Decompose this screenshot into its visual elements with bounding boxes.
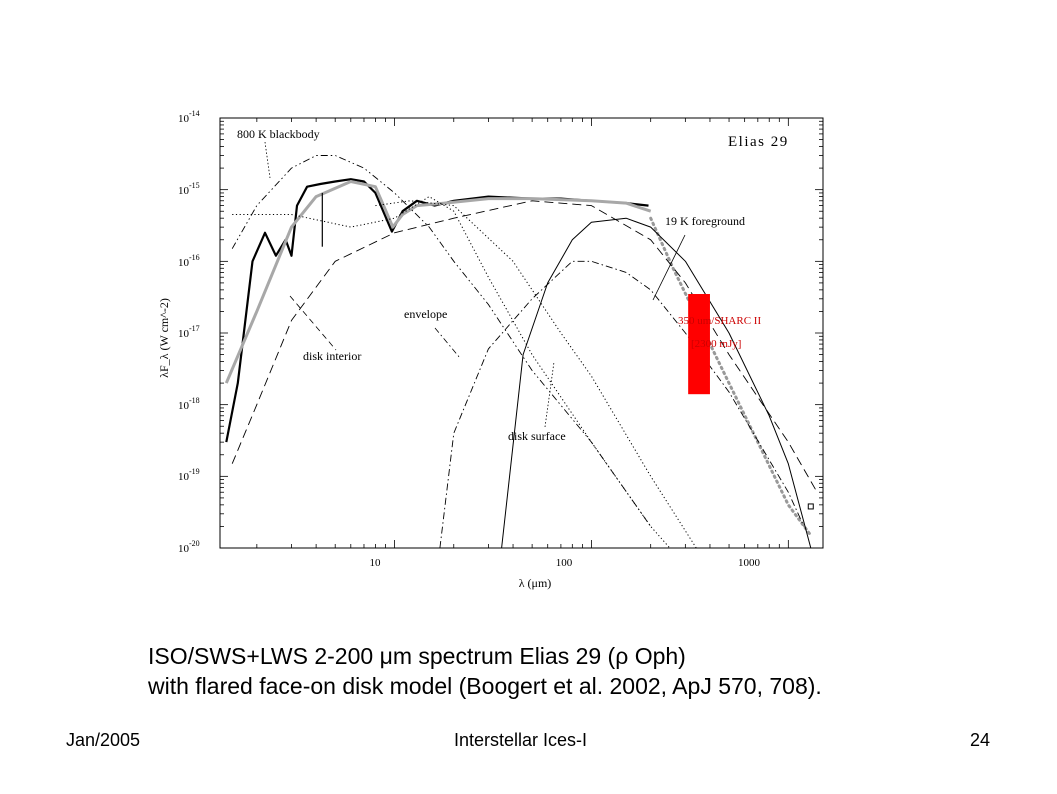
y-tick-1e-16: 10-16	[178, 253, 200, 269]
leader-800k	[264, 141, 271, 179]
footer-page-number: 24	[970, 730, 991, 750]
chart-title: Elias 29	[728, 134, 789, 150]
sharc-350um-bar	[688, 294, 710, 395]
y-tick-1e-15: 10-15	[178, 181, 200, 197]
y-tick-1e-18: 10-18	[178, 396, 200, 412]
annotation-leaders	[264, 141, 686, 428]
footer-title: Interstellar Ices-I	[454, 730, 588, 750]
axis-ticks	[220, 117, 823, 549]
annotation-sharc: 350 um/SHARC II	[678, 315, 761, 327]
annotation-19k-foreground: 19 K foreground	[665, 214, 745, 228]
y-tick-1e-14: 10-14	[178, 109, 200, 125]
annotation-envelope: envelope	[404, 307, 447, 321]
x-axis-label: λ (μm)	[519, 576, 552, 590]
series-800-k-blackbody	[231, 155, 652, 527]
leader-disk-interior	[289, 295, 337, 351]
x-tick-1000: 1000	[738, 557, 761, 569]
y-axis-label: λF_λ (W cm^-2)	[157, 298, 171, 378]
y-tick-1e-19: 10-19	[178, 467, 200, 483]
annotation-sharc-flux: [2300 mJy]	[691, 338, 741, 350]
series-model-fit	[224, 180, 652, 384]
series-disk-surface	[232, 196, 671, 548]
series-envelope	[439, 260, 805, 548]
x-tick-10: 10	[370, 557, 382, 569]
y-tick-1e-17: 10-17	[178, 324, 200, 340]
series-19-k-foreground	[501, 217, 812, 548]
footer-date: Jan/2005	[66, 730, 141, 750]
sed-chart: Elias 29 10 100 1000 10-14 10-15 10-16 1…	[157, 109, 824, 590]
series-disk-surface-upper	[375, 200, 697, 548]
measurement-square	[807, 503, 814, 510]
caption-line-1: ISO/SWS+LWS 2-200 μm spectrum Elias 29 (…	[148, 643, 686, 669]
annotation-disk-interior: disk interior	[303, 349, 361, 363]
x-tick-100: 100	[556, 557, 573, 569]
y-tick-1e-20: 10-20	[178, 539, 200, 555]
plot-frame-rect	[219, 117, 824, 549]
annotation-disk-surface: disk surface	[508, 429, 566, 443]
y-tick-labels: 10-14 10-15 10-16 10-17 10-18 10-19 10-2…	[178, 109, 200, 555]
caption-line-2: with flared face-on disk model (Boogert …	[148, 673, 822, 699]
leader-envelope	[434, 327, 461, 359]
plot-frame	[219, 117, 824, 549]
series-lines	[224, 155, 818, 548]
leader-19k	[652, 234, 686, 301]
extra-marks	[321, 192, 814, 510]
series-model-total	[649, 216, 813, 537]
leader-disk-surface	[544, 361, 555, 428]
series-disk-interior	[231, 200, 818, 493]
annotation-800k-blackbody: 800 K blackbody	[237, 127, 320, 141]
